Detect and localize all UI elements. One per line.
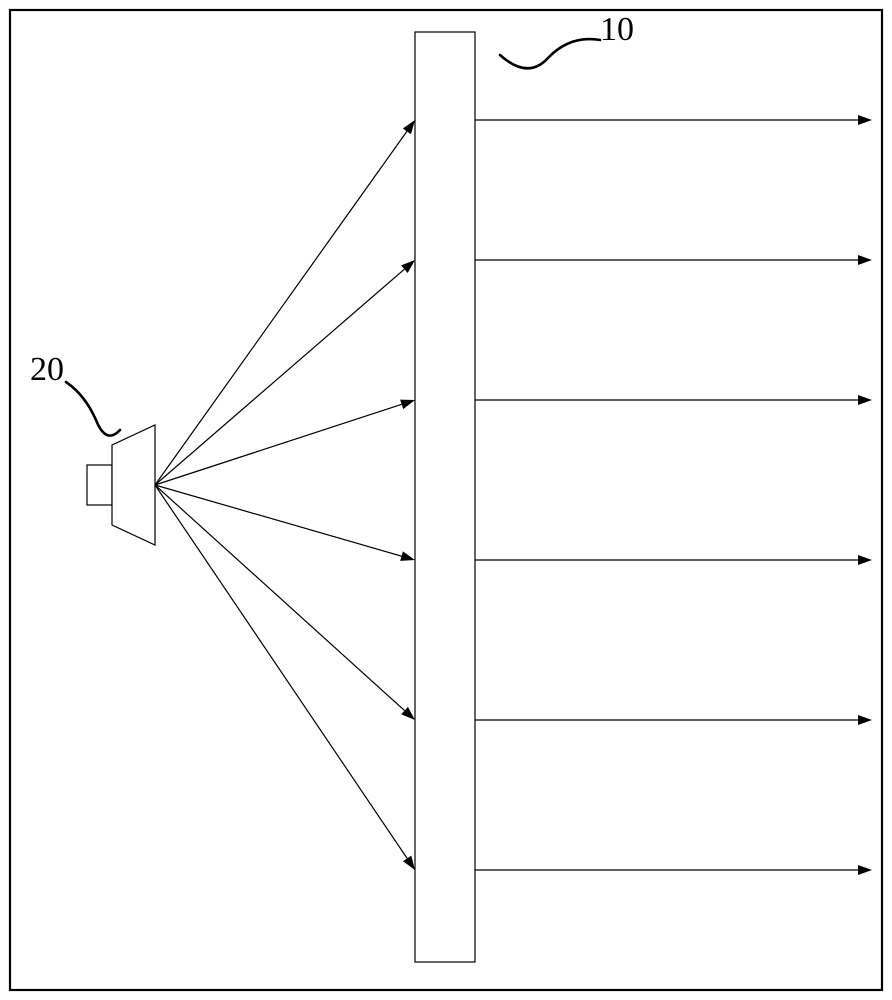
label-20: 20	[30, 351, 64, 388]
label-10: 10	[600, 11, 634, 48]
leader-horn	[66, 382, 120, 436]
leader-lens	[500, 39, 600, 68]
feed-horn	[87, 425, 155, 545]
lens-element	[415, 32, 475, 962]
